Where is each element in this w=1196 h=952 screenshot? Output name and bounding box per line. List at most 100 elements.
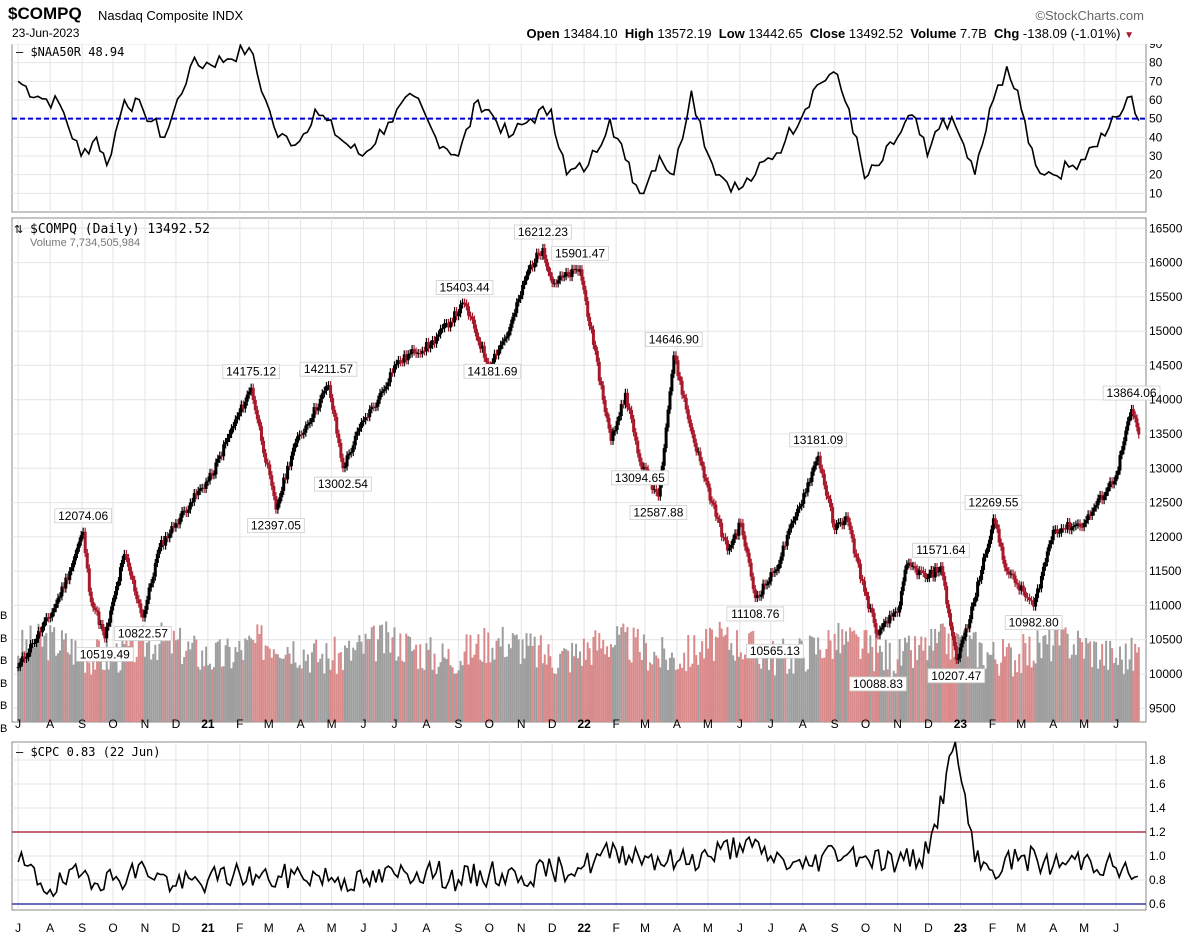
volume-bar [352,647,355,722]
volume-bar [994,659,997,722]
candle-body [326,385,330,387]
volume-bar [53,627,56,722]
volume-bar [988,654,991,722]
volume-bar [139,626,142,722]
volume-bar [435,674,438,722]
volume-bar [961,651,964,722]
candle-body [382,389,386,392]
volume-bar [602,639,605,722]
volume-bar [220,666,223,722]
candle-body [372,406,376,408]
candle-body [274,496,278,510]
candle-body [974,596,978,603]
volume-bar [743,654,746,722]
x-tick-label: N [893,717,902,731]
x-tick-label: O [861,921,870,935]
volume-bar [984,668,987,722]
volume-bar [796,657,799,722]
volume-bar [127,645,130,722]
candle-body [439,328,443,335]
candle-body [1051,530,1055,541]
volume-bar [489,662,492,722]
candle-body [743,535,747,547]
volume-bar [224,645,227,722]
volume-bar [389,652,392,722]
point-label: 10822.57 [118,627,168,641]
candle-body [333,409,337,417]
candle-body [882,622,886,628]
x-tick-label: S [454,717,462,731]
candle-body [787,528,791,535]
x-tick-label: M [264,717,274,731]
volume-bar [337,653,340,722]
candle-body [1025,597,1029,599]
candle-body [353,435,357,446]
point-label-box [551,245,609,261]
candle-body [1120,450,1124,456]
volume-bar [51,632,54,722]
y-tick-label: 11000 [1149,598,1182,612]
volume-bar [331,660,334,722]
candle-body [1098,495,1102,499]
volume-bar [57,653,60,722]
volume-bar [616,626,619,722]
volume-bar [503,657,506,722]
volume-bar [527,645,530,722]
x-tick-label: M [703,717,713,731]
volume-bar [926,660,929,722]
candle-body [968,619,972,629]
candle-body [478,341,482,349]
volume-bar [996,663,999,722]
volume-bar [80,661,83,722]
candle-body [124,554,128,559]
volume-bar [577,658,580,722]
volume-bar [1012,676,1015,722]
volume-bar [810,636,813,722]
volume-bar [45,633,48,722]
candle-body [495,353,499,356]
candle-body [145,599,149,610]
candle-body [298,434,302,437]
volume-bar [329,669,332,722]
volume-bar [754,655,757,722]
candle-body [93,607,97,611]
x-tick-label: F [236,717,243,731]
volume-bar [17,655,20,722]
candle-body [921,570,925,573]
candle-body [676,360,680,377]
candle-body [1066,522,1070,530]
candle-body [339,443,343,458]
candle-body [880,627,884,630]
volume-bar [580,665,583,722]
volume-bar [497,638,500,722]
volume-bar [203,666,206,722]
volume-bar [234,647,237,722]
x-tick-label: N [893,921,902,935]
x-tick-label: S [78,921,86,935]
candle-body [176,523,180,525]
volume-bar [465,634,468,722]
candle-body [535,252,539,263]
volume-bar [1126,669,1129,722]
y-tick-label: 16500 [1149,221,1183,235]
volume-label: Volume [910,26,957,41]
volume-bar [101,669,104,722]
candle-body [435,336,439,344]
candle-body [349,452,353,454]
candle-body [268,464,272,476]
volume-bar [379,625,382,722]
volume-bar [571,642,574,722]
candle-body [923,572,927,579]
volume-bar [900,665,903,722]
brand-link[interactable]: ©StockCharts.com [1035,8,1144,23]
candle-body [390,372,394,374]
volume-bar [409,637,412,722]
point-label-box [75,646,134,662]
volume-bar [741,659,744,722]
candle-body [623,392,627,405]
candle-body [1090,511,1094,516]
candle-body [1110,481,1114,485]
candle-body [44,617,48,622]
volume-bar [105,641,108,722]
candle-body [997,528,1001,543]
